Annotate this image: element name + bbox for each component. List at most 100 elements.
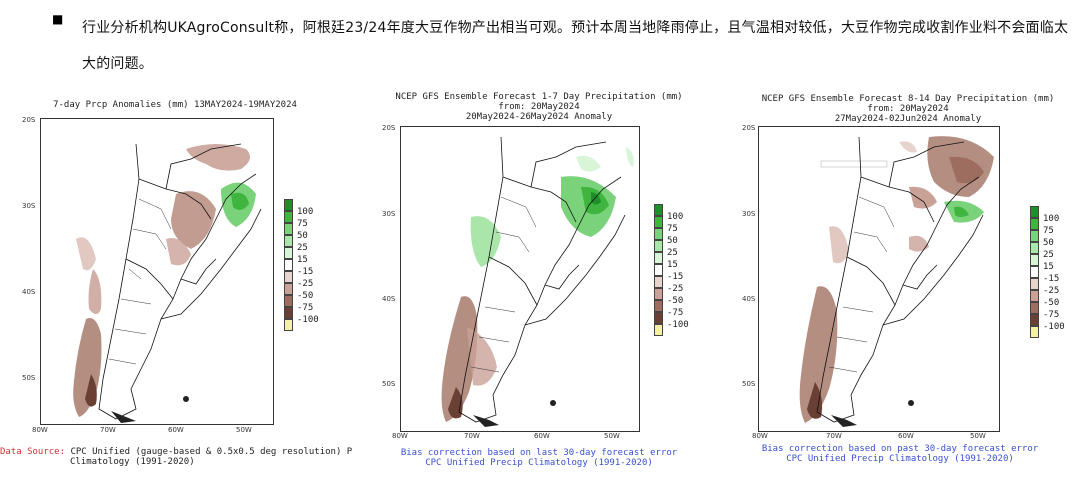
legend-label: 25 — [1043, 250, 1054, 260]
legend-label: 15 — [297, 255, 308, 265]
lat-label: 30S — [22, 202, 36, 210]
legend-swatch — [284, 247, 293, 259]
lat-label: 50S — [22, 374, 36, 382]
map-panel-forecast-1-7: NCEP GFS Ensemble Forecast 1-7 Day Preci… — [378, 90, 700, 475]
footer-line1: Bias correction based on past 30-day for… — [761, 444, 1039, 454]
map-panel-observed: 7-day Prcp Anomalies (mm) 13MAY2024-19MA… — [0, 96, 352, 479]
legend-swatch — [284, 259, 293, 271]
lon-label: 50W — [236, 426, 252, 434]
footer-line2: Climatology (1991-2020) — [70, 457, 195, 467]
legend-label: -100 — [1043, 322, 1065, 332]
map-title: NCEP GFS Ensemble Forecast 8-14 Day Prec… — [761, 94, 1055, 124]
map-frame — [758, 126, 1000, 432]
legend-swatch — [284, 199, 293, 211]
footer-line1: Bias correction based on last 30-day for… — [400, 448, 678, 458]
legend-swatch — [1030, 302, 1039, 314]
legend-label: 50 — [667, 236, 678, 246]
precip-anomaly-map — [73, 143, 262, 423]
legend-label: 100 — [297, 207, 314, 217]
legend-label: 50 — [1043, 238, 1054, 248]
lon-label: 50W — [970, 432, 986, 440]
map-frame — [400, 126, 640, 432]
legend-swatch — [1030, 266, 1039, 278]
news-paragraph: 行业分析机构UKAgroConsult称，阿根廷23/24年度大豆作物产出相当可… — [82, 20, 1069, 72]
legend-label: -15 — [1043, 274, 1060, 284]
legend-label: -75 — [1043, 310, 1060, 320]
legend-swatch — [284, 211, 293, 223]
map-title: 7-day Prcp Anomalies (mm) 13MAY2024-19MA… — [53, 100, 297, 110]
legend-swatch — [1030, 254, 1039, 266]
legend-label: -75 — [667, 308, 684, 318]
lat-label: 20S — [22, 116, 36, 124]
map-frame — [40, 118, 274, 425]
legend-label: 100 — [1043, 214, 1060, 224]
legend-label: -100 — [667, 320, 689, 330]
lon-label: 70W — [464, 432, 480, 440]
lat-label: 40S — [382, 295, 396, 303]
legend-label: -50 — [667, 296, 684, 306]
legend-swatch — [284, 283, 293, 295]
legend-swatch — [1030, 242, 1039, 254]
precip-forecast-map — [441, 136, 634, 427]
legend-swatch — [654, 252, 663, 264]
legend-label: -50 — [1043, 298, 1060, 308]
legend-swatch — [1030, 230, 1039, 242]
footer-line2: CPC Unified Precip Climatology (1991-202… — [425, 458, 653, 468]
lon-label: 70W — [826, 432, 842, 440]
bullet-square-icon: ■ — [52, 12, 64, 26]
legend-swatch — [1030, 290, 1039, 302]
footer-line2: CPC Unified Precip Climatology (1991-202… — [786, 454, 1014, 464]
legend-label: 50 — [297, 231, 308, 241]
lon-label: 80W — [392, 432, 408, 440]
map-panel-forecast-8-14: NCEP GFS Ensemble Forecast 8-14 Day Prec… — [740, 92, 1076, 477]
lon-label: 80W — [752, 432, 768, 440]
lon-label: 80W — [32, 426, 48, 434]
legend-label: -25 — [667, 284, 684, 294]
lat-label: 50S — [382, 380, 396, 388]
legend-swatch — [654, 240, 663, 252]
legend-swatch — [284, 319, 293, 331]
lat-label: 20S — [382, 124, 396, 132]
legend-label: 75 — [1043, 226, 1054, 236]
legend-swatch — [1030, 314, 1039, 326]
legend-swatch — [284, 235, 293, 247]
legend-label: -75 — [297, 303, 314, 313]
lat-label: 40S — [22, 288, 36, 296]
legend-swatch — [1030, 206, 1039, 218]
lon-label: 50W — [604, 432, 620, 440]
legend-label: 25 — [667, 248, 678, 258]
map-title: NCEP GFS Ensemble Forecast 1-7 Day Preci… — [395, 92, 683, 122]
legend-swatch — [1030, 326, 1039, 338]
lon-label: 70W — [100, 426, 116, 434]
lat-label: 40S — [742, 295, 756, 303]
precip-forecast-map — [799, 136, 994, 427]
map-footer: Bias correction based on last 30-day for… — [378, 448, 700, 468]
legend-swatch — [654, 276, 663, 288]
legend-label: -25 — [297, 279, 314, 289]
legend-label: 75 — [667, 224, 678, 234]
legend-label: -100 — [297, 315, 319, 325]
legend-label: -50 — [297, 291, 314, 301]
lat-label: 20S — [742, 124, 756, 132]
lon-label: 60W — [168, 426, 184, 434]
legend-label: 75 — [297, 219, 308, 229]
data-source-label: Data Source: — [0, 447, 66, 457]
legend-swatch — [654, 228, 663, 240]
legend-swatch — [284, 223, 293, 235]
map-footer: Bias correction based on past 30-day for… — [740, 444, 1060, 464]
legend-swatch — [1030, 278, 1039, 290]
legend-label: 15 — [1043, 262, 1054, 272]
legend-swatch — [654, 216, 663, 228]
legend-label: -25 — [1043, 286, 1060, 296]
legend-swatch — [654, 288, 663, 300]
legend-swatch — [284, 295, 293, 307]
legend-swatch — [284, 307, 293, 319]
legend-label: -15 — [667, 272, 684, 282]
footer-line1: CPC Unified (gauge-based & 0.5x0.5 deg r… — [70, 447, 352, 457]
lat-label: 50S — [742, 380, 756, 388]
map-footer: Data Source: CPC Unified (gauge-based & … — [0, 447, 352, 467]
legend-label: -15 — [297, 267, 314, 277]
lat-label: 30S — [382, 210, 396, 218]
legend-swatch — [284, 271, 293, 283]
legend-label: 100 — [667, 212, 684, 222]
